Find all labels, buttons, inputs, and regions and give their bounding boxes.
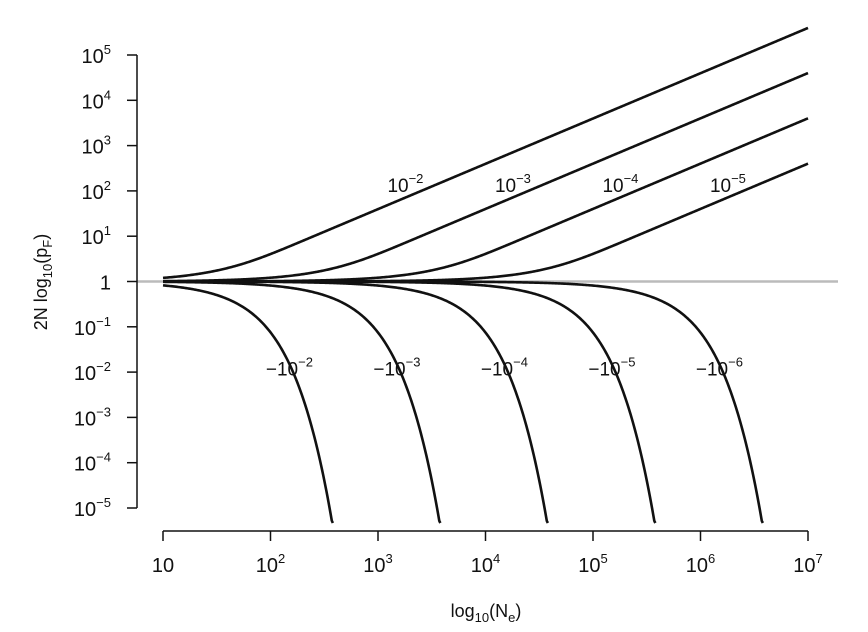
y-tick-label-1: 104 [82,87,111,113]
curve-label-5: −10−3 [373,354,420,380]
x-axis-title: log10(Ne) [451,601,522,625]
x-tick-label-6: 107 [793,551,822,577]
curve-s-0 [162,26,809,280]
x-tick-label-0: 10 [152,555,174,577]
y-tick-label-9: 10−4 [74,450,111,476]
y-tick-label-4: 101 [82,223,111,249]
y-tick-label-7: 10−2 [74,359,111,385]
curve-label-2: 10−4 [602,171,638,197]
curve-label-7: −10−5 [588,354,635,380]
curve-label-0: 10−2 [387,171,423,197]
x-tick-label-1: 102 [256,551,285,577]
x-tick-label-5: 106 [686,551,715,577]
curves-layer [162,26,809,524]
curve-s-6 [162,280,550,524]
x-tick-label-4: 105 [578,551,607,577]
y-tick-label-0: 105 [82,42,111,68]
y-tick-label-10: 10−5 [74,495,111,521]
curve-s-8 [162,280,765,524]
y-tick-label-3: 102 [82,178,111,204]
x-tick-label-2: 103 [363,551,392,577]
curve-s-4 [162,284,335,524]
curve-s-1 [162,71,809,283]
curve-label-4: −10−2 [266,354,313,380]
y-tick-label-5: 1 [100,273,111,295]
curve-label-3: 10−5 [710,171,746,197]
curve-label-6: −10−4 [481,354,528,380]
curve-label-1: 10−3 [495,171,531,197]
y-axis-title: 2N log10(pF) [31,234,55,330]
axes-layer: 105 104 103 102 101 1 10−1 10−2 10−3 10−4 10−5 10 10… [74,42,823,577]
curve-labels-layer: 10−2 10−3 10−4 10−5 −10−2 −10−3 −10−4 −10−5 −10−… [266,171,746,380]
y-tick-label-6: 10−1 [74,314,111,340]
curve-s-5 [162,280,442,524]
y-tick-label-2: 103 [82,133,111,159]
x-tick-label-3: 104 [471,551,500,577]
y-tick-label-8: 10−3 [74,404,111,430]
curve-label-8: −10−6 [696,354,743,380]
curve-s-7 [162,280,657,524]
